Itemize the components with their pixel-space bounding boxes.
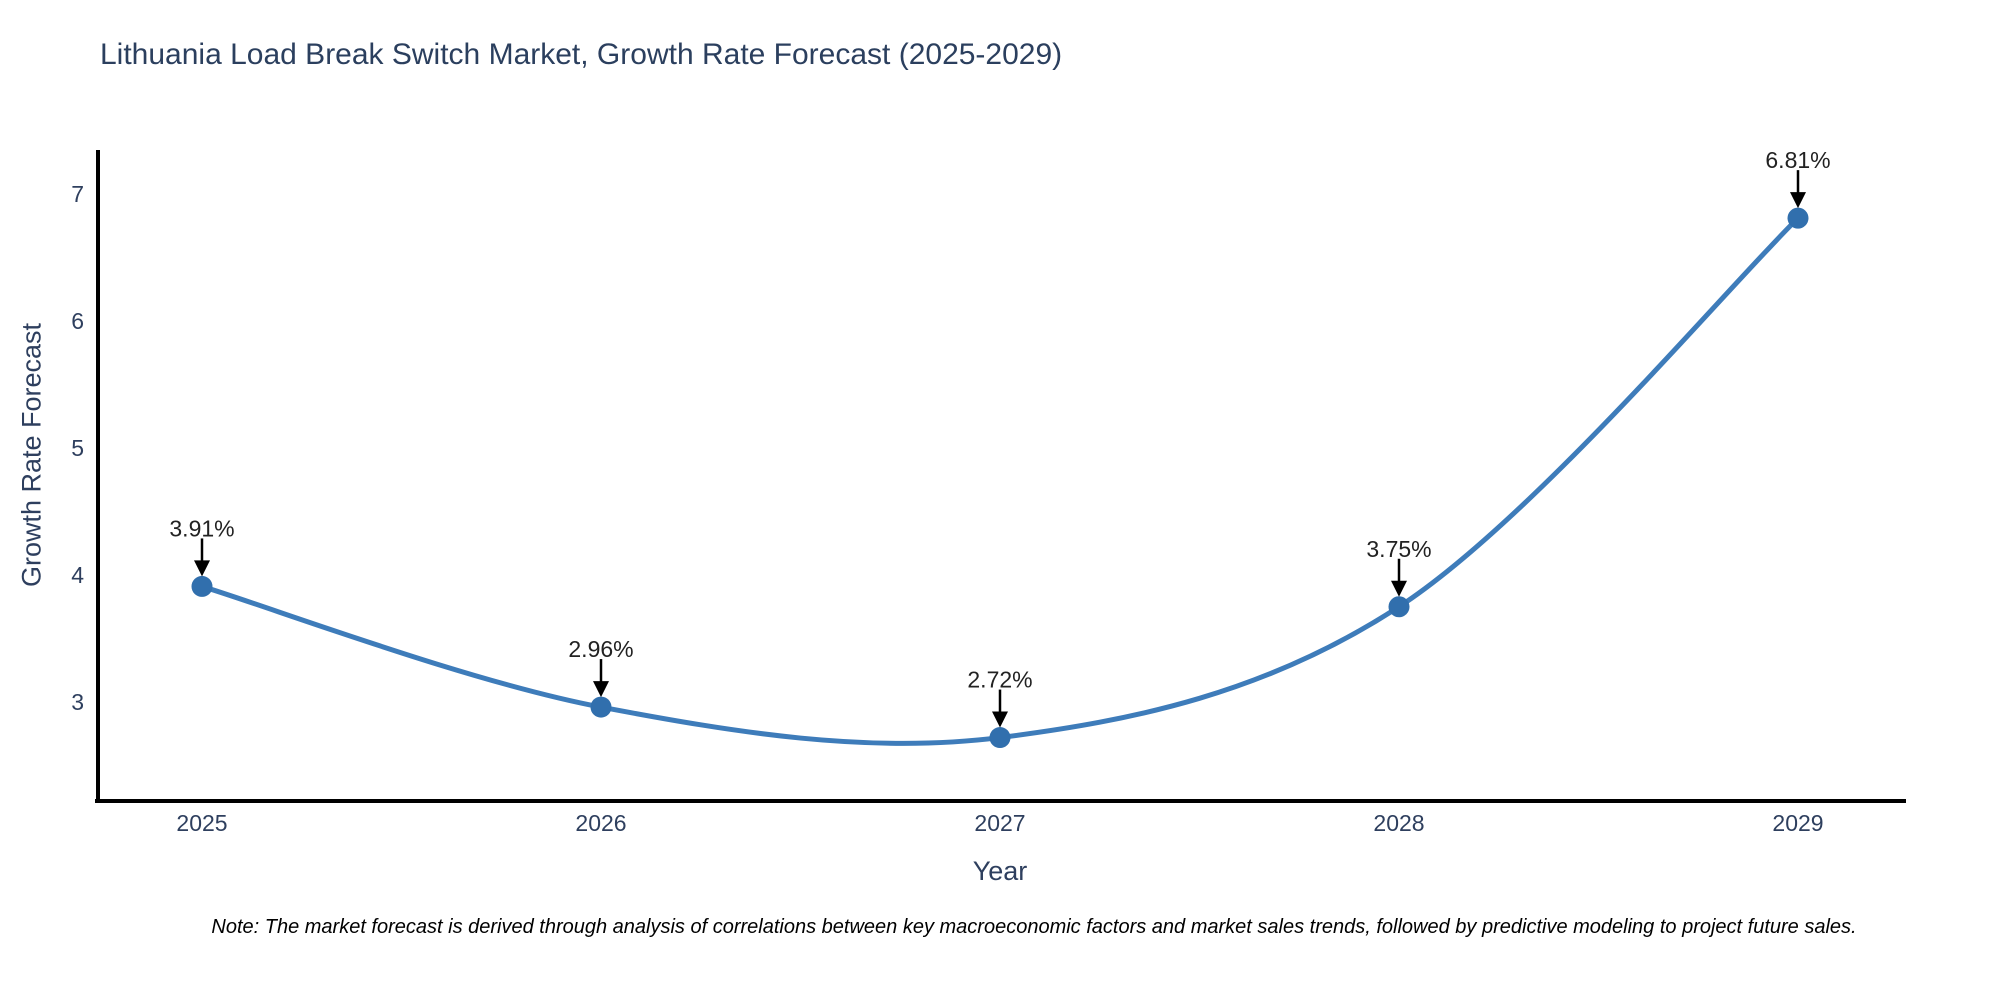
data-point-2025 [191, 575, 213, 597]
series-line [199, 215, 1801, 746]
point-label-2028: 3.75% [1366, 536, 1431, 562]
data-point-2026 [590, 696, 612, 718]
y-tick-label: 6 [71, 308, 84, 334]
x-tick-label: 2029 [1772, 810, 1823, 836]
x-tick-label: 2027 [974, 810, 1025, 836]
annotation-arrowhead [1790, 192, 1806, 209]
data-point-2027 [989, 727, 1011, 749]
annotation-arrowhead [593, 681, 609, 698]
y-tick-label: 3 [71, 689, 84, 715]
x-tick-label: 2028 [1373, 810, 1424, 836]
x-tick-label: 2025 [176, 810, 227, 836]
point-label-2027: 2.72% [967, 667, 1032, 693]
chart-title: Lithuania Load Break Switch Market, Grow… [100, 38, 1063, 71]
x-tick-label: 2026 [575, 810, 626, 836]
point-label-2026: 2.96% [568, 636, 633, 662]
y-tick-label: 5 [71, 435, 84, 461]
data-point-2028 [1388, 596, 1410, 618]
annotation-arrowhead [992, 711, 1008, 728]
annotation-arrowhead [1391, 580, 1407, 597]
x-axis-title: Year [972, 856, 1028, 886]
annotation-arrowhead [194, 560, 210, 577]
chart-footnote: Note: The market forecast is derived thr… [211, 916, 1857, 938]
point-label-2025: 3.91% [169, 515, 234, 541]
y-tick-label: 7 [71, 181, 84, 207]
data-point-2029 [1787, 207, 1809, 229]
point-label-2029: 6.81% [1765, 147, 1830, 173]
y-tick-label: 4 [71, 562, 84, 588]
